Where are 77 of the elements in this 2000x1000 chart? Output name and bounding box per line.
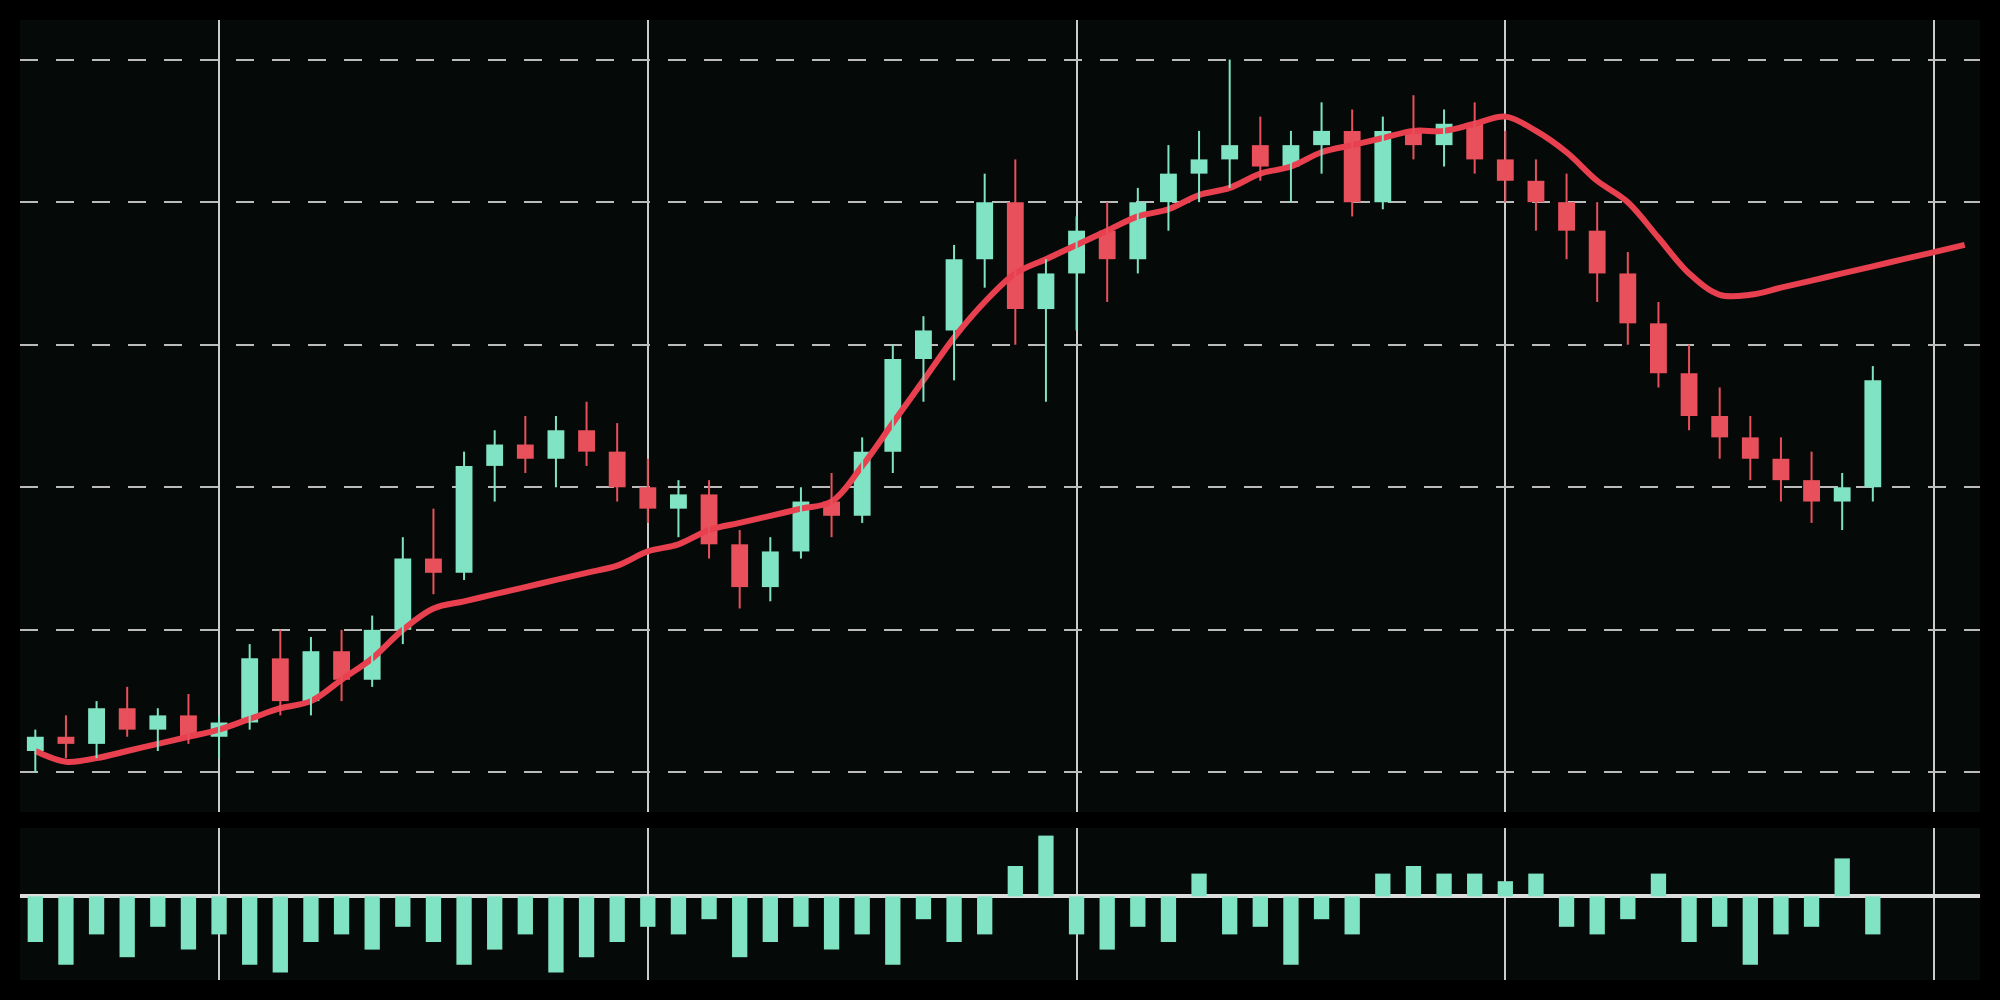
bar <box>1375 873 1391 897</box>
bar <box>915 896 932 920</box>
bar <box>548 896 564 973</box>
bar <box>150 896 166 927</box>
bar <box>517 896 533 935</box>
bar <box>1589 896 1605 935</box>
bar <box>1099 896 1115 950</box>
bar <box>425 896 442 942</box>
bar <box>1130 896 1146 927</box>
bar <box>180 896 197 950</box>
bar <box>609 896 625 942</box>
candlestick <box>1803 450 1820 524</box>
candlestick <box>149 707 167 753</box>
candlestick <box>1741 415 1759 482</box>
bar <box>88 896 105 935</box>
candlestick <box>670 479 687 539</box>
bar <box>1497 881 1513 897</box>
bar <box>854 896 870 935</box>
bar <box>242 896 258 965</box>
bar <box>1191 873 1207 897</box>
bar <box>1681 896 1697 942</box>
bar <box>732 896 748 958</box>
bar <box>1344 896 1360 935</box>
candlestick <box>915 315 932 403</box>
bar <box>395 896 411 927</box>
bar <box>1712 896 1728 927</box>
bar <box>1283 896 1299 965</box>
bar <box>1222 896 1238 935</box>
bar <box>1773 896 1789 935</box>
bar <box>333 896 350 935</box>
candlestick <box>761 536 779 603</box>
bar <box>303 896 319 942</box>
bar <box>793 896 809 927</box>
bar <box>670 896 687 935</box>
candlestick <box>1251 115 1269 182</box>
bar <box>1620 896 1636 920</box>
bar <box>1007 866 1023 897</box>
bar <box>1313 896 1330 920</box>
bar <box>1865 896 1881 935</box>
bar <box>823 896 840 950</box>
bar <box>946 896 962 942</box>
bar <box>272 896 288 973</box>
bar <box>27 896 43 942</box>
bar <box>1742 896 1758 965</box>
candlestick <box>1833 472 1851 532</box>
bar <box>119 896 135 958</box>
bar <box>640 896 656 927</box>
bar <box>1650 873 1667 897</box>
bar <box>762 896 778 942</box>
bar <box>1160 896 1177 942</box>
candlestick <box>88 700 105 760</box>
candlestick <box>271 628 289 717</box>
bar <box>456 896 472 965</box>
bar <box>211 896 227 935</box>
bar <box>1068 896 1085 935</box>
candlestick <box>578 400 595 467</box>
bar <box>1038 835 1054 897</box>
candlestick <box>731 529 749 610</box>
bar <box>1528 873 1544 897</box>
bar <box>364 896 380 950</box>
candlestick <box>118 685 136 738</box>
bar <box>1558 896 1575 927</box>
bar <box>1467 873 1483 897</box>
bar <box>1436 873 1452 897</box>
bar <box>1803 896 1820 927</box>
bar <box>1405 866 1422 897</box>
bar <box>1252 896 1268 927</box>
bar <box>578 896 595 958</box>
bar <box>977 896 993 935</box>
candlestick <box>1558 172 1575 261</box>
candlestick <box>1496 129 1514 204</box>
bar <box>58 896 74 965</box>
bar <box>487 896 503 950</box>
bar <box>885 896 901 965</box>
bar <box>701 896 717 920</box>
candlestick <box>639 457 657 524</box>
bar <box>1834 858 1850 897</box>
